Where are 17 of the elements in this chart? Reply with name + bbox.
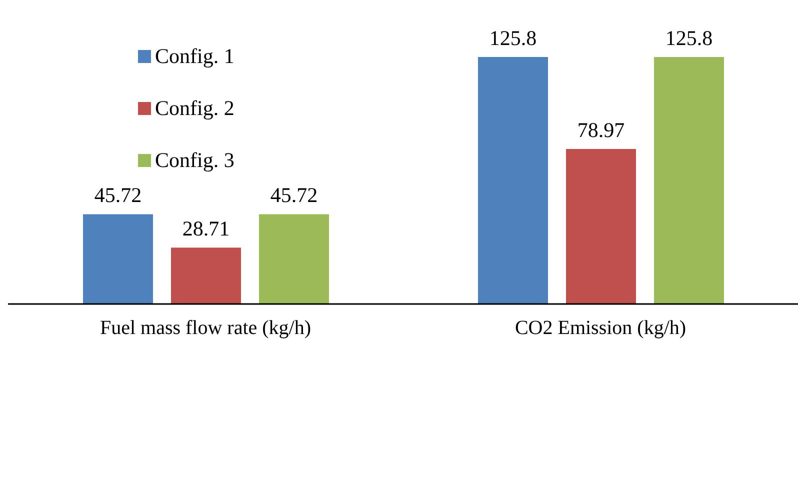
- data-label: 78.97: [577, 118, 625, 142]
- bar: [83, 214, 153, 304]
- data-label: 45.72: [94, 183, 142, 208]
- data-label: 125.8: [489, 26, 537, 50]
- bar: [171, 248, 241, 304]
- data-label: 28.71: [182, 216, 230, 241]
- x-tick-label: CO2 Emission (kg/h): [514, 317, 686, 340]
- bar: [654, 57, 724, 304]
- legend-label: Config. 3: [155, 148, 234, 172]
- bar: [566, 148, 636, 304]
- bar: [259, 214, 329, 304]
- x-tick-label: Fuel mass flow rate (kg/h): [100, 317, 312, 340]
- legend-label: Config. 2: [155, 96, 234, 120]
- data-label: 45.72: [270, 183, 318, 208]
- data-label: 125.8: [665, 26, 713, 50]
- legend-label: Config. 1: [155, 44, 234, 68]
- bar: [478, 57, 548, 304]
